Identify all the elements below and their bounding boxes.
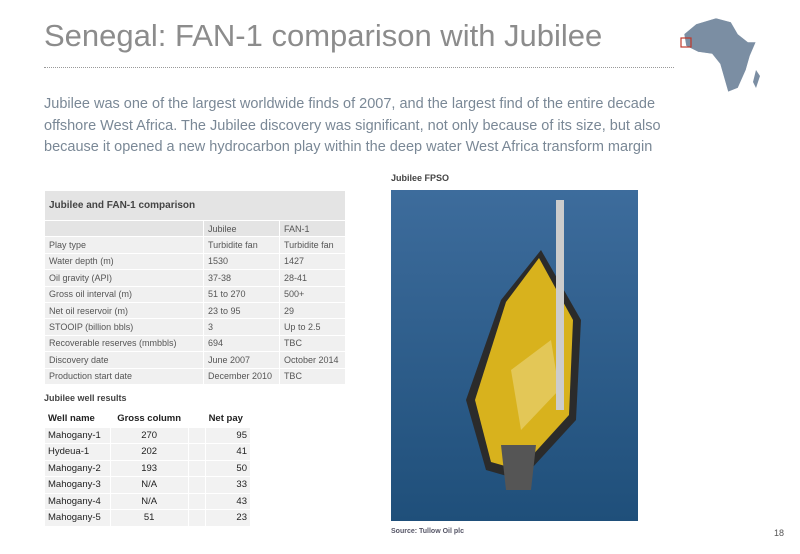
image-caption: Jubilee FPSO: [391, 173, 450, 183]
cell: Mahogany-4: [44, 492, 111, 510]
row: Discovery date June 2007 October 2014: [44, 351, 347, 369]
cell: 43: [204, 492, 252, 510]
column-header: FAN-1: [278, 219, 347, 238]
cell: 51: [109, 509, 189, 527]
column-header: Jubilee: [203, 219, 280, 238]
row: Mahogany-1 270 95: [44, 426, 252, 444]
cell: Water depth (m): [44, 252, 204, 271]
cell: 1530: [203, 252, 280, 271]
cell: Discovery date: [44, 351, 204, 369]
row: Mahogany-5 51 23: [44, 509, 252, 527]
cell: 41: [204, 443, 252, 461]
cell: Well name: [44, 410, 111, 428]
cell: 50: [204, 459, 252, 477]
image-source: Source: Tullow Oil plc: [391, 528, 464, 535]
cell: [44, 219, 204, 238]
cell: Oil gravity (API): [44, 269, 204, 287]
cell: [187, 426, 206, 444]
table-title: Jubilee well results: [44, 393, 127, 403]
row: Net oil reservoir (m) 23 to 95 29: [44, 301, 347, 320]
caption-row: Jubilee and FAN-1 comparison: [44, 190, 346, 221]
cell: October 2014: [278, 351, 347, 369]
cell: June 2007: [203, 351, 280, 369]
cell: [187, 476, 206, 494]
row: Mahogany-3 N/A 33: [44, 476, 252, 494]
cell: 3: [203, 318, 280, 336]
cell: N/A: [109, 492, 189, 510]
table-title: Jubilee and FAN-1 comparison: [44, 190, 346, 221]
title: Senegal: FAN-1 comparison with Jubilee: [44, 18, 603, 53]
row: Gross oil interval (m) 51 to 270 500+: [44, 285, 347, 303]
intro-line: Jubilee was one of the largest worldwide…: [44, 96, 656, 112]
page-number: 18: [774, 528, 785, 538]
cell: Turbidite fan: [203, 236, 280, 254]
cell: 29: [278, 301, 347, 320]
cell: 694: [203, 334, 280, 353]
cell: TBC: [278, 334, 347, 353]
wells-table: Well name Gross column Net pay Mahogany-1 27…: [44, 410, 252, 527]
cell: Up to 2.5: [278, 318, 347, 336]
rule: [44, 67, 674, 68]
cell: 193: [109, 459, 189, 477]
row: STOOIP (billion bbls) 3 Up to 2.5: [44, 318, 347, 336]
cell: 23 to 95: [203, 301, 280, 320]
cell: December 2010: [203, 367, 280, 385]
intro-line: offshore West Africa. The Jubilee discov…: [44, 118, 661, 134]
cell: Turbidite fan: [278, 236, 347, 254]
cell: 1427: [278, 252, 347, 271]
cell: Mahogany-1: [44, 426, 111, 444]
africa-map: [680, 17, 760, 93]
cell: 37-38: [203, 269, 280, 287]
cell: Mahogany-3: [44, 476, 111, 494]
cell: [187, 410, 206, 428]
row: Mahogany-4 N/A 43: [44, 492, 252, 510]
cell: Mahogany-2: [44, 459, 111, 477]
cell: Net pay: [204, 410, 252, 428]
cell: 51 to 270: [203, 285, 280, 303]
cell: STOOIP (billion bbls): [44, 318, 204, 336]
cell: Play type: [44, 236, 204, 254]
fpso-photo: [391, 190, 638, 521]
cell: Production start date: [44, 367, 204, 385]
cell: 95: [204, 426, 252, 444]
cell: 270: [109, 426, 189, 444]
header-row: Jubilee FAN-1: [44, 219, 347, 238]
cell: 202: [109, 443, 189, 461]
cell: [187, 509, 206, 527]
row: Hydeua-1 202 41: [44, 443, 252, 461]
cell: [187, 443, 206, 461]
cell: 23: [204, 509, 252, 527]
row: Oil gravity (API) 37-38 28-41: [44, 269, 347, 287]
cell: [187, 459, 206, 477]
cell: Gross column: [109, 410, 189, 428]
comparison-table: Jubilee and FAN-1 comparison Jubilee FAN-1…: [44, 190, 347, 385]
row: Play type Turbidite fan Turbidite fan: [44, 236, 347, 254]
row: Mahogany-2 193 50: [44, 459, 252, 477]
row: Recoverable reserves (mmbbls) 694 TBC: [44, 334, 347, 353]
cell: N/A: [109, 476, 189, 494]
cell: Net oil reservoir (m): [44, 301, 204, 320]
header-row: Well name Gross column Net pay: [44, 410, 252, 428]
intro-line: because it opened a new hydrocarbon play…: [44, 139, 653, 155]
cell: TBC: [278, 367, 347, 385]
cell: Hydeua-1: [44, 443, 111, 461]
cell: Mahogany-5: [44, 509, 111, 527]
cell: Gross oil interval (m): [44, 285, 204, 303]
cell: [187, 492, 206, 510]
cell: 28-41: [278, 269, 347, 287]
cell: 33: [204, 476, 252, 494]
cell: 500+: [278, 285, 347, 303]
cell: Recoverable reserves (mmbbls): [44, 334, 204, 353]
row: Water depth (m) 1530 1427: [44, 252, 347, 271]
row: Production start date December 2010 TBC: [44, 367, 347, 385]
